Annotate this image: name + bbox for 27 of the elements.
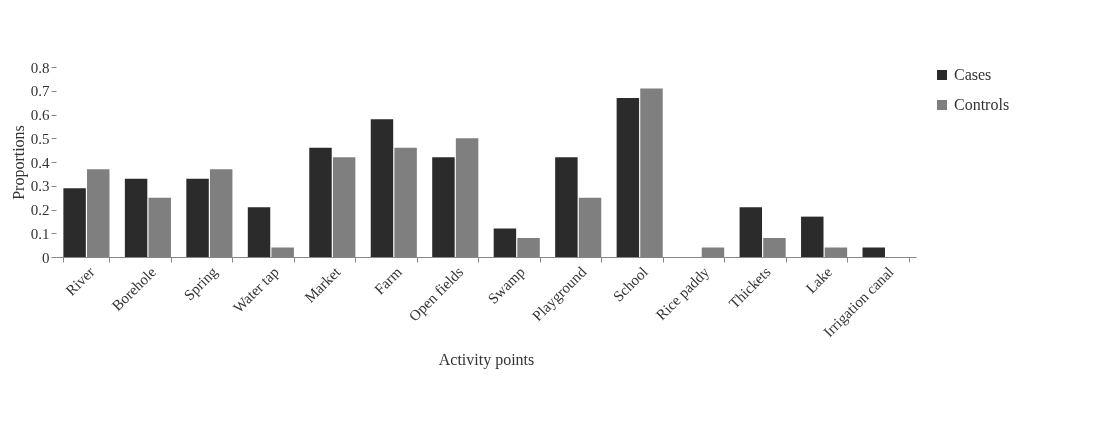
bar [493,228,517,257]
bar [309,147,332,257]
bar [555,157,578,257]
y-tick-label: 0.4 [30,154,50,171]
bar [370,119,394,257]
bar [124,178,148,257]
x-axis-title: Activity points [438,351,535,370]
bar [616,97,640,257]
legend-label: Cases [954,66,992,83]
y-tick-label: 0.7 [30,83,50,100]
y-tick-label: 0.5 [30,130,50,147]
bar [247,207,271,257]
bar [63,188,86,257]
legend-label: Controls [954,96,1010,113]
bar [186,178,209,257]
x-tick-label: Lake [802,263,836,297]
y-tick-label: 0.3 [30,178,50,195]
y-tick-label: 0.8 [30,59,50,76]
bar [862,247,885,257]
y-tick-label: 0.2 [30,202,50,218]
y-tick-label: 0 [42,249,50,266]
bar [432,157,455,257]
y-axis-title: Proportions [9,125,28,200]
y-tick-label: 0.6 [30,107,50,123]
y-tick-label: 0.1 [30,225,50,242]
bar [801,216,824,257]
bar [739,207,763,257]
